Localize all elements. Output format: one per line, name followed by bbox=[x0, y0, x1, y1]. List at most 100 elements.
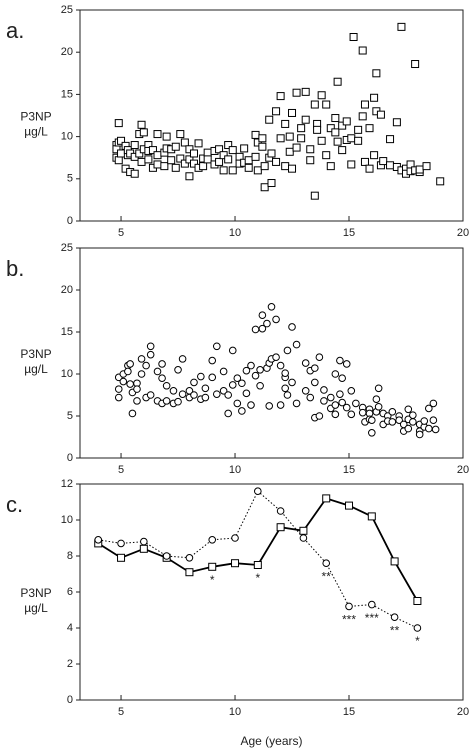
point bbox=[153, 130, 162, 139]
y-tick-label: 10 bbox=[61, 514, 73, 526]
y-tick-label: 5 bbox=[67, 410, 73, 422]
point bbox=[114, 156, 123, 165]
y-axis-label: µg/L bbox=[24, 362, 48, 376]
point bbox=[272, 107, 281, 116]
point bbox=[354, 136, 363, 145]
point bbox=[392, 118, 401, 127]
point bbox=[409, 411, 417, 419]
x-tick-label: 10 bbox=[229, 706, 241, 718]
y-axis-label: µg/L bbox=[24, 601, 48, 615]
point bbox=[176, 154, 185, 163]
point bbox=[267, 149, 276, 158]
point bbox=[242, 389, 251, 398]
point bbox=[219, 367, 228, 376]
y-tick-label: 15 bbox=[61, 88, 73, 100]
point bbox=[185, 172, 194, 181]
point bbox=[301, 387, 310, 395]
significance-mark: *** bbox=[342, 613, 356, 627]
point bbox=[244, 156, 253, 165]
point bbox=[240, 144, 249, 153]
point bbox=[322, 100, 331, 109]
point bbox=[420, 417, 429, 425]
point bbox=[404, 405, 413, 414]
point bbox=[233, 374, 242, 383]
x-tick-label: 20 bbox=[457, 706, 469, 718]
point bbox=[215, 145, 224, 154]
point bbox=[288, 323, 296, 331]
point bbox=[379, 157, 388, 166]
y-tick-label: 15 bbox=[61, 326, 73, 338]
point bbox=[299, 526, 308, 535]
point bbox=[358, 46, 367, 55]
point bbox=[114, 119, 123, 128]
point bbox=[386, 135, 395, 144]
point bbox=[167, 156, 176, 165]
point bbox=[258, 324, 267, 333]
y-axis-label: P3NP bbox=[20, 586, 51, 600]
point bbox=[174, 397, 182, 406]
significance-mark: * bbox=[415, 634, 420, 648]
point bbox=[169, 387, 178, 395]
point bbox=[114, 385, 123, 393]
point bbox=[285, 132, 294, 141]
point bbox=[281, 119, 290, 128]
x-tick-label: 10 bbox=[229, 227, 241, 239]
point bbox=[358, 112, 367, 121]
point bbox=[185, 155, 194, 164]
point bbox=[158, 360, 166, 368]
panel-label: b. bbox=[6, 256, 24, 281]
point bbox=[352, 399, 360, 408]
point bbox=[338, 121, 347, 130]
point bbox=[137, 370, 146, 378]
point bbox=[301, 115, 310, 124]
point bbox=[345, 602, 353, 611]
point bbox=[317, 136, 326, 145]
point bbox=[117, 553, 126, 562]
point bbox=[197, 372, 205, 381]
point bbox=[310, 100, 319, 109]
y-tick-label: 12 bbox=[61, 478, 73, 490]
point bbox=[342, 403, 351, 412]
point bbox=[180, 159, 189, 168]
point bbox=[160, 162, 169, 171]
y-tick-label: 10 bbox=[61, 368, 73, 380]
point bbox=[224, 409, 232, 418]
point bbox=[180, 138, 189, 147]
plot-frame bbox=[79, 483, 464, 701]
point bbox=[310, 191, 319, 200]
point bbox=[372, 395, 381, 404]
point bbox=[194, 139, 203, 148]
y-tick-label: 20 bbox=[61, 46, 73, 58]
point bbox=[126, 380, 134, 388]
y-tick-label: 0 bbox=[67, 452, 73, 464]
point bbox=[336, 390, 344, 398]
point bbox=[135, 149, 144, 158]
point bbox=[208, 356, 217, 365]
point bbox=[338, 146, 347, 155]
point bbox=[117, 136, 126, 145]
y-axis-label: µg/L bbox=[24, 125, 48, 139]
point bbox=[228, 381, 237, 389]
significance-mark: ** bbox=[322, 569, 332, 583]
point bbox=[153, 160, 162, 169]
point bbox=[258, 134, 267, 143]
point bbox=[146, 350, 155, 359]
point bbox=[247, 361, 255, 370]
point bbox=[228, 146, 237, 155]
point bbox=[260, 162, 269, 171]
panel-label: c. bbox=[6, 492, 23, 517]
point bbox=[224, 391, 232, 399]
point bbox=[315, 353, 324, 362]
point bbox=[326, 393, 335, 402]
point bbox=[244, 163, 253, 172]
point bbox=[429, 399, 438, 408]
y-axis-label: P3NP bbox=[20, 110, 51, 124]
point bbox=[162, 381, 171, 390]
point bbox=[267, 303, 276, 311]
point bbox=[258, 311, 267, 320]
point bbox=[171, 163, 180, 172]
point bbox=[288, 164, 297, 173]
point bbox=[247, 401, 255, 409]
